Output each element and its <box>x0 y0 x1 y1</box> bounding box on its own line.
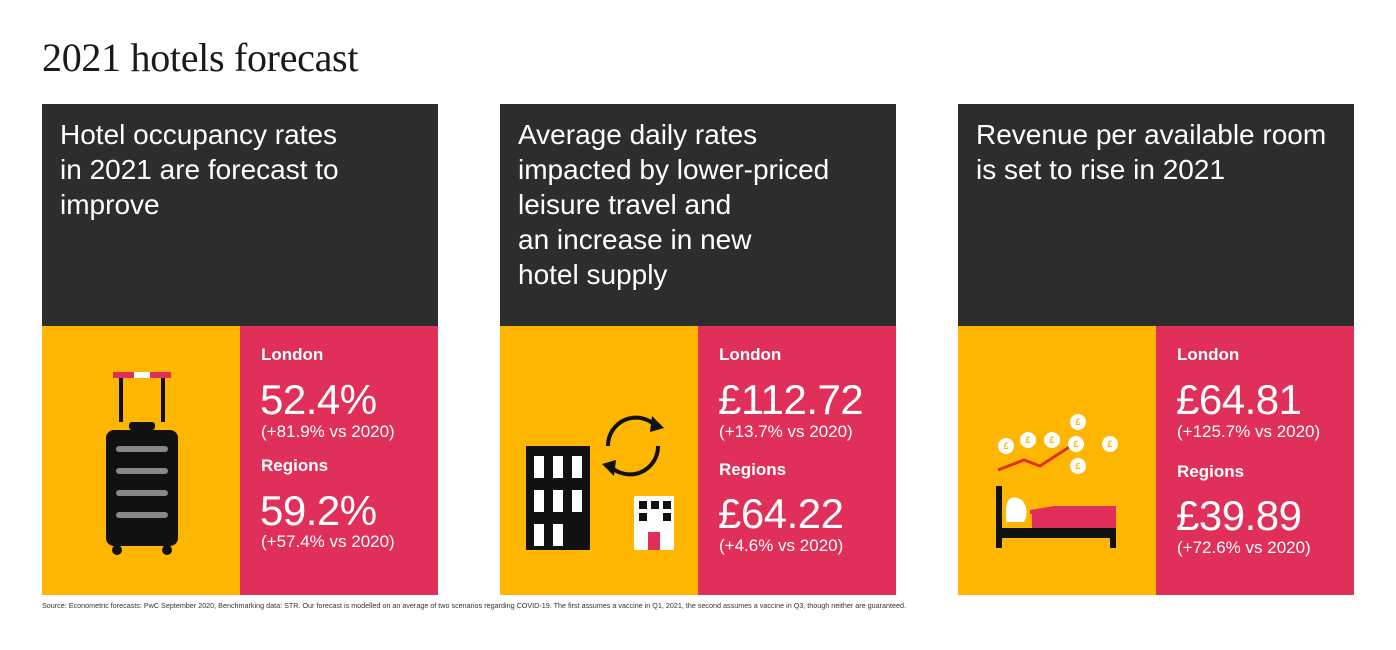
icon-area <box>42 326 240 595</box>
regions-value: £39.89 <box>1176 492 1302 539</box>
london-change: (+13.7% vs 2020) <box>719 422 853 441</box>
coin-symbol: £ <box>1075 417 1080 427</box>
stats-area: London 52.4% (+81.9% vs 2020) Regions 59… <box>240 326 438 595</box>
panel-heading: Revenue per available room is set to ris… <box>976 119 1327 185</box>
regions-label: Regions <box>261 456 329 475</box>
london-value: 52.4% <box>260 376 377 423</box>
coin-symbol: £ <box>1107 439 1112 449</box>
london-label: London <box>261 345 324 364</box>
coin-symbol: £ <box>1075 461 1080 471</box>
daily-rates-panel: Average daily rates impacted by lower-pr… <box>500 104 896 595</box>
coin-symbol: £ <box>1073 439 1078 449</box>
stats-area: London £64.81 (+125.7% vs 2020) Regions … <box>1156 326 1354 595</box>
occupancy-panel: Hotel occupancy rates in 2021 are foreca… <box>42 104 438 595</box>
regions-value: £64.22 <box>718 490 844 537</box>
regions-value: 59.2% <box>260 487 377 534</box>
icon-area <box>500 326 698 595</box>
icon-area: £ £ £ £ £ £ £ <box>958 326 1156 595</box>
panel-heading: Hotel occupancy rates in 2021 are foreca… <box>60 119 339 220</box>
london-change: (+125.7% vs 2020) <box>1177 422 1321 441</box>
regions-change: (+72.6% vs 2020) <box>1177 538 1311 557</box>
stats-area: London £112.72 (+13.7% vs 2020) Regions … <box>698 326 896 595</box>
bed-coins-icon: £ £ £ £ £ £ £ <box>996 414 1118 548</box>
panel-header: Average daily rates impacted by lower-pr… <box>500 104 896 326</box>
london-value: £112.72 <box>718 376 864 423</box>
regions-change: (+4.6% vs 2020) <box>719 536 844 555</box>
london-value: £64.81 <box>1176 376 1302 423</box>
panel-heading: Average daily rates impacted by lower-pr… <box>518 119 830 290</box>
revpar-panel: Revenue per available room is set to ris… <box>958 104 1354 595</box>
regions-label: Regions <box>1177 462 1245 481</box>
coin-symbol: £ <box>1049 435 1054 445</box>
coin-symbol: £ <box>1003 441 1008 451</box>
panel-header: Hotel occupancy rates in 2021 are foreca… <box>42 104 438 326</box>
page-title: 2021 hotels forecast <box>42 35 359 80</box>
london-label: London <box>1177 345 1240 364</box>
source-note: Source: Econometric forecasts: PwC Septe… <box>42 601 907 610</box>
suitcase-icon <box>106 372 178 555</box>
buildings-cycle-icon <box>526 415 674 550</box>
panel-header: Revenue per available room is set to ris… <box>958 104 1354 326</box>
london-label: London <box>719 345 782 364</box>
london-change: (+81.9% vs 2020) <box>261 422 395 441</box>
regions-label: Regions <box>719 460 787 479</box>
coin-symbol: £ <box>1025 435 1030 445</box>
regions-change: (+57.4% vs 2020) <box>261 532 395 551</box>
